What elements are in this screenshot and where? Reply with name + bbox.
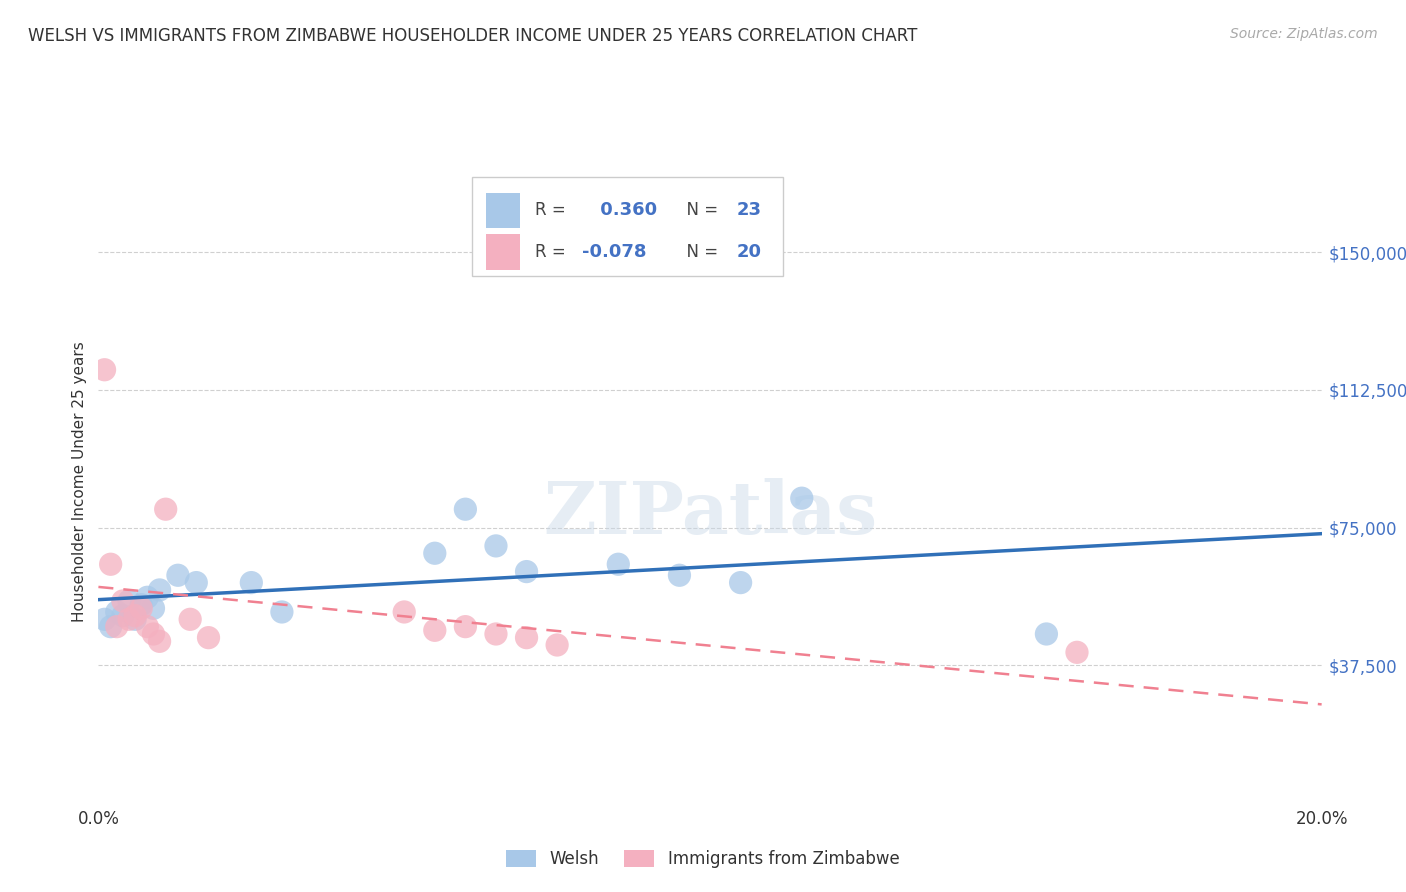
Text: Source: ZipAtlas.com: Source: ZipAtlas.com <box>1230 27 1378 41</box>
Point <box>142 627 165 641</box>
Point <box>155 502 177 516</box>
Point <box>454 502 477 516</box>
Point <box>270 605 292 619</box>
FancyBboxPatch shape <box>471 177 783 277</box>
Point <box>454 620 477 634</box>
Point <box>423 546 446 560</box>
Point <box>607 558 630 572</box>
Point <box>546 638 568 652</box>
Point <box>93 612 115 626</box>
Text: WELSH VS IMMIGRANTS FROM ZIMBABWE HOUSEHOLDER INCOME UNDER 25 YEARS CORRELATION : WELSH VS IMMIGRANTS FROM ZIMBABWE HOUSEH… <box>28 27 918 45</box>
Point <box>423 624 446 638</box>
Point <box>516 631 538 645</box>
Point <box>485 539 508 553</box>
FancyBboxPatch shape <box>486 193 520 228</box>
Point <box>516 565 538 579</box>
Point <box>118 594 141 608</box>
Point <box>105 620 128 634</box>
Text: 23: 23 <box>737 201 762 219</box>
Point <box>100 558 122 572</box>
Text: 20: 20 <box>737 243 762 260</box>
Point <box>392 605 416 619</box>
Text: N =: N = <box>676 201 723 219</box>
Point <box>129 601 152 615</box>
Point <box>124 612 146 626</box>
Text: ZIPatlas: ZIPatlas <box>543 478 877 549</box>
Point <box>186 575 208 590</box>
Point <box>149 582 172 597</box>
Point <box>118 612 141 626</box>
Legend: Welsh, Immigrants from Zimbabwe: Welsh, Immigrants from Zimbabwe <box>499 843 907 875</box>
Point <box>790 491 813 506</box>
Point <box>111 594 134 608</box>
Y-axis label: Householder Income Under 25 years: Householder Income Under 25 years <box>72 342 87 622</box>
Point <box>93 363 115 377</box>
Point <box>197 631 219 645</box>
Point <box>136 591 159 605</box>
Point <box>167 568 190 582</box>
Text: -0.078: -0.078 <box>582 243 647 260</box>
Text: R =: R = <box>536 243 571 260</box>
FancyBboxPatch shape <box>486 235 520 269</box>
Point <box>179 612 201 626</box>
Point <box>129 598 152 612</box>
Point <box>136 620 159 634</box>
Text: N =: N = <box>676 243 723 260</box>
Point <box>100 620 122 634</box>
Point <box>1066 645 1088 659</box>
Point <box>668 568 690 582</box>
Point <box>111 608 134 623</box>
Point <box>105 605 128 619</box>
Text: R =: R = <box>536 201 571 219</box>
Point <box>485 627 508 641</box>
Text: 0.360: 0.360 <box>593 201 657 219</box>
Point <box>142 601 165 615</box>
Point <box>149 634 172 648</box>
Point <box>730 575 752 590</box>
Point <box>1035 627 1057 641</box>
Point <box>124 608 146 623</box>
Point <box>240 575 263 590</box>
